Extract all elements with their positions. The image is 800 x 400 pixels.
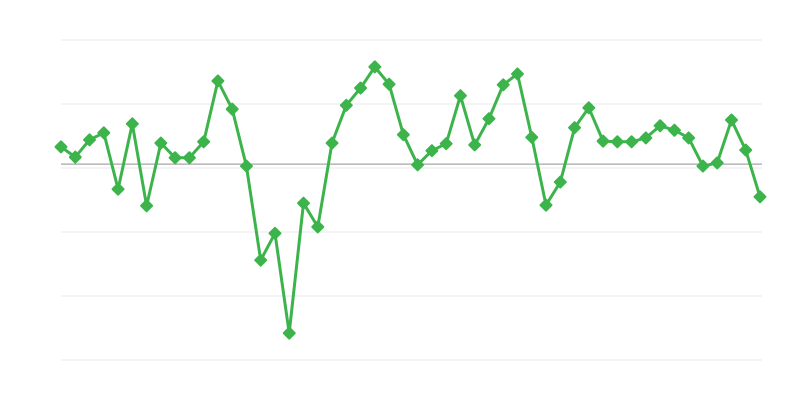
data-point-marker [68, 150, 82, 164]
data-point-marker [254, 253, 268, 267]
data-point-marker [125, 117, 139, 131]
data-point-marker [225, 102, 239, 116]
data-point-marker [710, 156, 724, 170]
data-point-marker [239, 159, 253, 173]
data-point-marker [83, 133, 97, 147]
data-point-marker [168, 151, 182, 165]
data-point-marker [368, 60, 382, 74]
data-point-marker [482, 112, 496, 126]
data-point-marker [197, 135, 211, 149]
data-point-marker [268, 226, 282, 240]
data-point-marker [539, 198, 553, 212]
data-point-marker [154, 136, 168, 150]
data-point-marker [753, 190, 767, 204]
data-point-marker [182, 151, 196, 165]
data-point-marker [396, 128, 410, 142]
data-point-marker [682, 131, 696, 145]
data-point-marker [625, 135, 639, 149]
data-point-marker [468, 138, 482, 152]
data-point-marker [653, 119, 667, 133]
data-point-marker [325, 136, 339, 150]
data-point-marker [425, 144, 439, 158]
data-point-marker [382, 77, 396, 91]
data-point-marker [54, 140, 68, 154]
data-point-marker [282, 326, 296, 340]
data-point-marker [140, 199, 154, 213]
data-point-marker [510, 67, 524, 81]
data-point-marker [297, 196, 311, 210]
data-point-marker [453, 89, 467, 103]
data-point-marker [211, 74, 225, 88]
data-point-marker [311, 220, 325, 234]
data-point-marker [739, 143, 753, 157]
data-point-marker [553, 175, 567, 189]
data-point-marker [354, 81, 368, 95]
data-point-marker [339, 98, 353, 112]
series-line [59, 65, 762, 335]
data-point-marker [596, 134, 610, 148]
data-point-marker [582, 101, 596, 115]
data-point-marker [97, 126, 111, 140]
data-point-marker [111, 182, 125, 196]
data-point-marker [639, 131, 653, 145]
data-point-marker [610, 135, 624, 149]
data-point-marker [496, 78, 510, 92]
data-point-marker [667, 123, 681, 137]
data-point-marker [724, 113, 738, 127]
data-point-marker [439, 137, 453, 151]
data-point-marker [525, 130, 539, 144]
data-point-marker [568, 121, 582, 135]
data-point-marker [411, 158, 425, 172]
data-point-marker [696, 159, 710, 173]
